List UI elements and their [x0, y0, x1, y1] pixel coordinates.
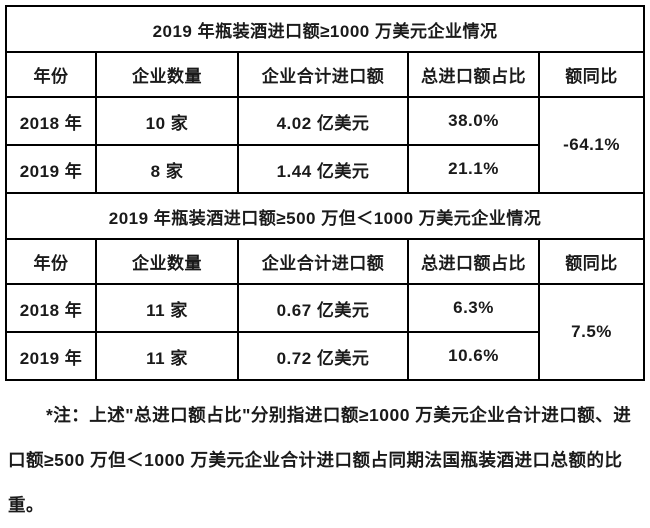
table1-row-2019: 2019 年 8 家 1.44 亿美元 21.1%: [5, 144, 644, 194]
table2-header-company-total-import: 企业合计进口额: [237, 238, 409, 285]
table2-2019-total: 0.72 亿美元: [237, 331, 409, 381]
table1-title: 2019 年瓶装酒进口额≥1000 万美元企业情况: [4, 5, 646, 53]
table2-title: 2019 年瓶装酒进口额≥500 万但＜1000 万美元企业情况: [4, 192, 646, 240]
table2-row-2019: 2019 年 11 家 0.72 亿美元 10.6%: [5, 331, 644, 381]
table2-yoy-value: 7.5%: [537, 283, 646, 381]
footnote: *注：上述"总进口额占比"分别指进口额≥1000 万美元企业合计进口额、进 口额…: [8, 393, 644, 528]
table2-header-year: 年份: [5, 238, 97, 285]
table2-2018-count: 11 家: [95, 283, 239, 333]
table1-header-yoy: 额同比: [537, 51, 646, 98]
table2-2018-total: 0.67 亿美元: [237, 283, 409, 333]
table2-header-company-count: 企业数量: [95, 238, 239, 285]
table1-row-2018: 2018 年 10 家 4.02 亿美元 38.0% -64.1%: [5, 96, 646, 194]
table2-2019-count: 11 家: [95, 331, 239, 381]
table2-header-row: 年份 企业数量 企业合计进口额 总进口额占比 额同比: [5, 238, 646, 285]
table1-2018-total: 4.02 亿美元: [237, 96, 409, 146]
table2-2018-share: 6.3%: [407, 283, 540, 333]
table1-header-company-count: 企业数量: [95, 51, 239, 98]
table2-row-2018: 2018 年 11 家 0.67 亿美元 6.3% 7.5%: [5, 283, 646, 381]
table2-header-yoy: 额同比: [537, 238, 646, 285]
footnote-line-3: 重。: [8, 495, 44, 515]
footnote-line-1: *注：上述"总进口额占比"分别指进口额≥1000 万美元企业合计进口额、进: [46, 405, 632, 425]
table1-yoy-value: -64.1%: [537, 96, 646, 194]
import-companies-table: 2019 年瓶装酒进口额≥1000 万美元企业情况 年份 企业数量 企业合计进口…: [4, 5, 646, 381]
table1-header-year: 年份: [5, 51, 97, 98]
table1-2018-count: 10 家: [95, 96, 239, 146]
table1-2018-share: 38.0%: [407, 96, 540, 146]
table1-header-total-import-share: 总进口额占比: [407, 51, 540, 98]
table1-2018-year: 2018 年: [5, 96, 97, 146]
table1-2019-share: 21.1%: [407, 144, 540, 194]
table2-2018-year: 2018 年: [5, 283, 97, 333]
table1-header-company-total-import: 企业合计进口额: [237, 51, 409, 98]
table1-2019-year: 2019 年: [5, 144, 97, 194]
table2-header-total-import-share: 总进口额占比: [407, 238, 540, 285]
table2-title-row: 2019 年瓶装酒进口额≥500 万但＜1000 万美元企业情况: [4, 192, 646, 240]
footnote-line-2: 口额≥500 万但＜1000 万美元企业合计进口额占同期法国瓶装酒进口总额的比: [8, 450, 623, 470]
table1-header-row: 年份 企业数量 企业合计进口额 总进口额占比 额同比: [5, 51, 646, 98]
table1-title-row: 2019 年瓶装酒进口额≥1000 万美元企业情况: [4, 5, 646, 53]
table1-2019-count: 8 家: [95, 144, 239, 194]
table1-2019-total: 1.44 亿美元: [237, 144, 409, 194]
table2-2019-share: 10.6%: [407, 331, 540, 381]
table2-2019-year: 2019 年: [5, 331, 97, 381]
